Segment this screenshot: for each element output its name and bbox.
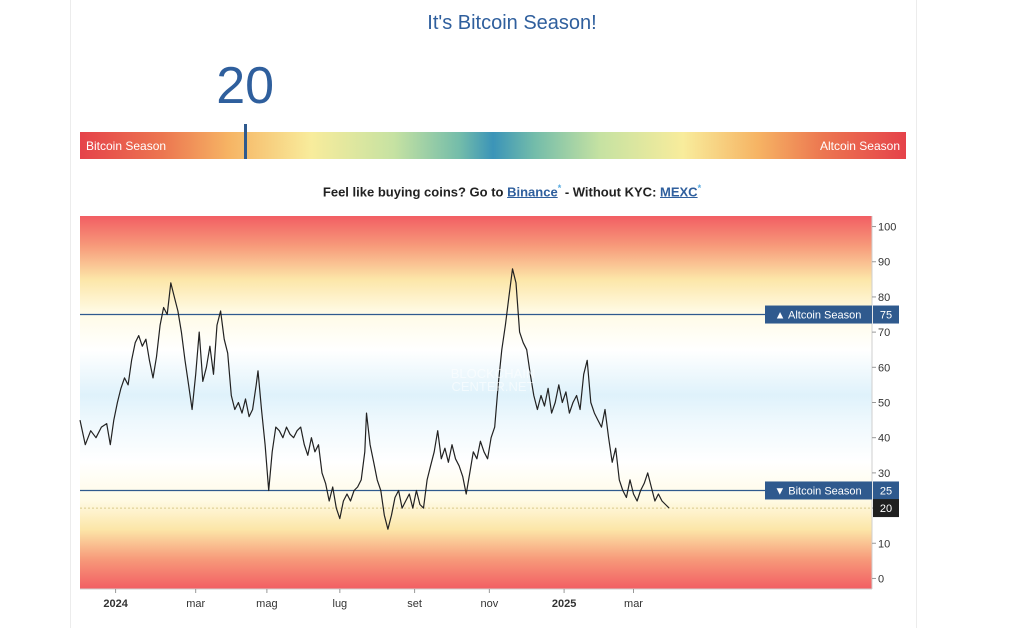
threshold-label-bg [765, 305, 872, 324]
mexc-link-mark: * [697, 183, 702, 193]
chart-background [80, 216, 872, 589]
threshold-tag: 25 [880, 485, 892, 497]
y-tick-label: 60 [878, 362, 890, 374]
y-tick-label: 50 [878, 398, 890, 410]
x-tick-label: nov [480, 598, 498, 610]
x-tick-label: 2025 [552, 598, 576, 610]
x-tick-label: set [407, 598, 422, 610]
threshold-tag-bg [873, 481, 899, 500]
gauge-marker [243, 124, 247, 159]
last-value-tag-bg [873, 499, 899, 518]
x-tick-label: mar [186, 598, 205, 610]
page-title: It's Bitcoin Season! [427, 12, 597, 34]
watermark-line-1: BLOCKCHAIN [451, 366, 536, 381]
y-tick-label: 90 [878, 257, 890, 269]
threshold-tag: 75 [880, 310, 892, 322]
y-tick-label: 100 [878, 222, 896, 234]
y-tick-label: 80 [878, 292, 890, 304]
frame-right-border [916, 0, 917, 628]
promo-text-kyc: - Without KYC: [561, 184, 661, 200]
threshold-label: ▼ Bitcoin Season [774, 485, 861, 497]
x-tick-label: lug [333, 598, 348, 610]
x-tick-label: mar [624, 598, 643, 610]
watermark-line-2: CENTER.NET [451, 379, 534, 394]
series-line-0 [79, 268, 670, 530]
threshold-label: ▲ Altcoin Season [775, 310, 862, 322]
y-tick-label: 30 [878, 468, 890, 480]
x-tick-label: mag [256, 598, 277, 610]
binance-link-mark: * [557, 183, 562, 193]
y-tick-label: 40 [878, 433, 890, 445]
y-tick-label: 0 [878, 573, 884, 585]
promo-text: Feel like buying coins? Go to [322, 184, 508, 200]
binance-link[interactable]: Binance [507, 184, 558, 200]
y-tick-label: 10 [878, 538, 890, 550]
x-tick-label: 2024 [103, 598, 128, 610]
threshold-tag-bg [873, 305, 899, 324]
mexc-link[interactable]: MEXC [660, 184, 698, 200]
gauge-label-bitcoin-season: Bitcoin Season [86, 139, 167, 153]
promo-line: Feel like buying coins? Go to Binance* -… [0, 183, 1024, 199]
gauge-label-altcoin-season: Altcoin Season [819, 139, 900, 153]
last-value-tag: 20 [880, 503, 892, 515]
current-index-value: 20 [216, 57, 275, 115]
y-tick-label: 70 [878, 327, 890, 339]
season-gauge-bar: Bitcoin Season Altcoin Season [80, 124, 906, 159]
threshold-label-bg [765, 481, 872, 500]
frame-left-border [70, 0, 71, 628]
